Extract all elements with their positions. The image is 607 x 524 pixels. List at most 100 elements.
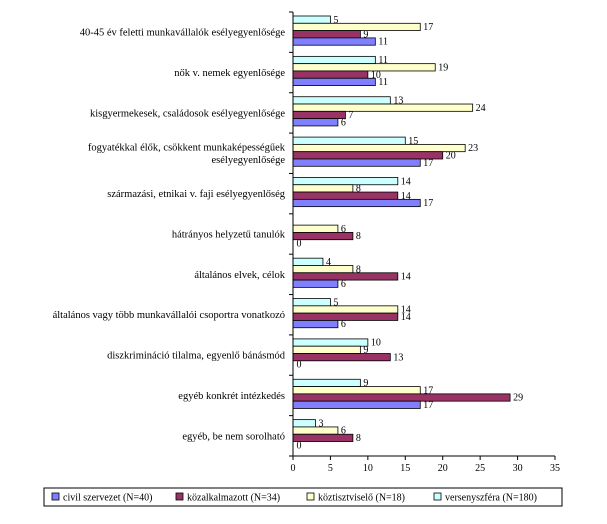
bar: [292, 22, 421, 31]
legend-box: [43, 487, 563, 507]
bar: [292, 15, 331, 24]
data-label: 8: [356, 264, 361, 275]
bar: [292, 298, 331, 307]
data-label: 14: [401, 191, 411, 202]
category-label: 40-45 év feletti munkavállalók esélyegye…: [80, 28, 286, 39]
category-label: hátrányos helyzetű tanulók: [172, 230, 286, 241]
data-label: 14: [401, 272, 411, 283]
data-label: 24: [476, 103, 486, 114]
bar: [292, 191, 399, 200]
data-label: 0: [297, 440, 302, 451]
data-label: 19: [438, 62, 448, 73]
bar: [292, 224, 339, 233]
data-label: 14: [401, 176, 411, 187]
data-label: 10: [371, 338, 381, 349]
legend-label: civil szervezet (N=40): [63, 493, 153, 504]
data-label: 11: [378, 55, 388, 66]
category-labels: 40-45 év feletti munkavállalók esélyegye…: [53, 28, 286, 443]
data-label: 6: [341, 426, 346, 437]
bar: [292, 305, 399, 314]
x-tick-label: 35: [550, 463, 560, 474]
data-label: 6: [341, 117, 346, 128]
bar: [292, 70, 369, 79]
legend-swatch: [433, 492, 442, 501]
data-label: 13: [393, 352, 403, 363]
data-label: 7: [348, 110, 353, 121]
data-label: 5: [333, 15, 338, 26]
bar: [292, 136, 406, 145]
category-label: általános elvek, célok: [194, 270, 285, 281]
data-label: 10: [371, 70, 381, 81]
data-label: 0: [297, 360, 302, 371]
legend-swatch: [175, 492, 184, 501]
category-label: fogyatékkal élők, csökkent munkaképesség…: [88, 143, 286, 154]
bar: [292, 426, 339, 435]
data-label: 23: [468, 143, 478, 154]
data-label: 9: [363, 29, 368, 40]
bar: [292, 345, 361, 354]
data-label: 6: [341, 224, 346, 235]
bar: [292, 257, 324, 266]
category-label: egyéb, be nem sorolható: [182, 431, 285, 442]
bar: [292, 143, 466, 153]
bar: [292, 103, 474, 112]
bar: [292, 232, 354, 241]
data-label: 13: [393, 96, 403, 107]
data-label: 17: [423, 400, 433, 411]
bar: [292, 77, 376, 86]
bar: [292, 30, 361, 39]
bar: [292, 279, 339, 288]
bar: [292, 158, 421, 167]
data-label: 11: [378, 37, 388, 48]
x-tick-label: 0: [291, 463, 296, 474]
data-label: 17: [423, 158, 433, 169]
legend: civil szervezet (N=40) közalkalmazott (N=…: [43, 487, 563, 507]
legend-swatch: [306, 492, 315, 501]
bar: [292, 386, 421, 395]
data-label: 14: [401, 312, 411, 323]
bars: 5179111119101113247615232017148141768048…: [292, 15, 523, 451]
bar: [292, 338, 369, 347]
data-label: 3: [318, 418, 323, 429]
bar: [292, 198, 421, 208]
legend-label: köztisztviselő (N=18): [318, 493, 405, 504]
category-label: egyéb konkrét intézkedés: [178, 391, 285, 402]
data-label: 29: [513, 393, 523, 404]
data-label: 17: [423, 198, 433, 209]
legend-swatch: [51, 492, 60, 501]
bar: [292, 151, 444, 160]
data-label: 20: [446, 150, 456, 161]
data-label: 14: [401, 305, 411, 316]
legend-label: közalkalmazott (N=34): [187, 493, 280, 504]
x-tick-label: 10: [363, 463, 373, 474]
bar: [292, 118, 339, 127]
bar: [292, 184, 354, 193]
bar: [292, 265, 354, 274]
data-label: 8: [356, 433, 361, 444]
data-label: 9: [363, 345, 368, 356]
data-label: 17: [423, 22, 433, 33]
data-label: 6: [341, 279, 346, 290]
bar: [292, 177, 399, 186]
bar: [292, 96, 391, 105]
bar: [292, 400, 421, 409]
bar: [292, 353, 391, 362]
bar: [292, 393, 511, 402]
data-label: 0: [297, 239, 302, 250]
data-label: 5: [333, 297, 338, 308]
category-label: általános vagy több munkavállalói csopor…: [53, 310, 285, 321]
x-tick-label: 30: [513, 463, 523, 474]
bar: [292, 433, 354, 442]
bar: [292, 37, 376, 46]
bar: [292, 378, 361, 387]
data-label: 11: [378, 77, 388, 88]
x-tick-label: 20: [438, 463, 448, 474]
data-label: 15: [408, 136, 418, 147]
data-label: 9: [363, 378, 368, 389]
data-label: 6: [341, 319, 346, 330]
category-label: nők v. nemek egyenlősége: [174, 68, 285, 79]
data-label: 8: [356, 231, 361, 242]
data-label: 17: [423, 385, 433, 396]
bar: [292, 320, 339, 329]
